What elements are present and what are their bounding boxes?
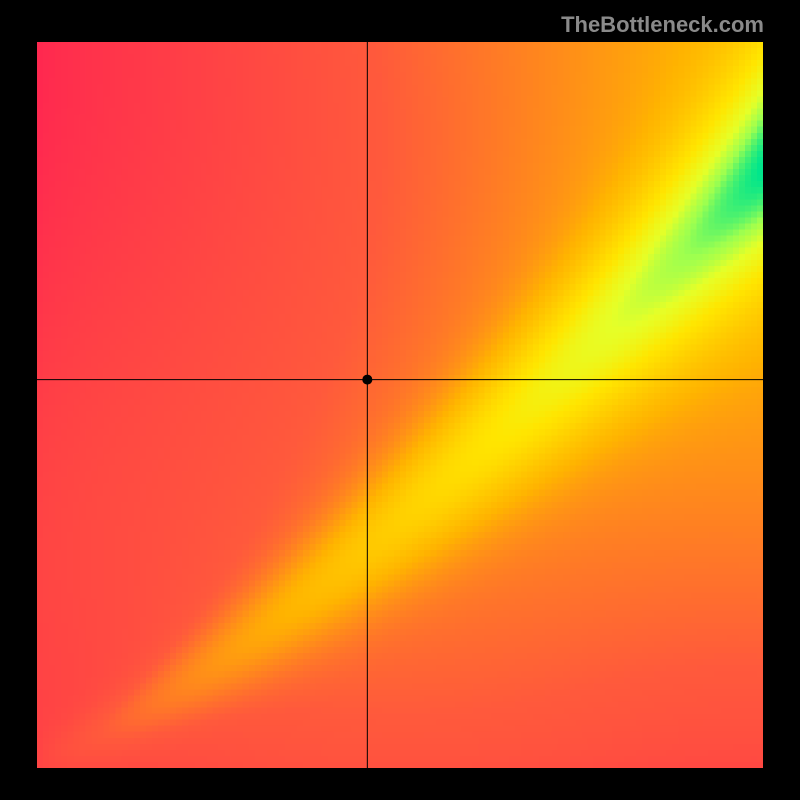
chart-container: TheBottleneck.com [0,0,800,800]
heatmap-canvas [37,42,763,768]
watermark-label: TheBottleneck.com [561,12,764,38]
